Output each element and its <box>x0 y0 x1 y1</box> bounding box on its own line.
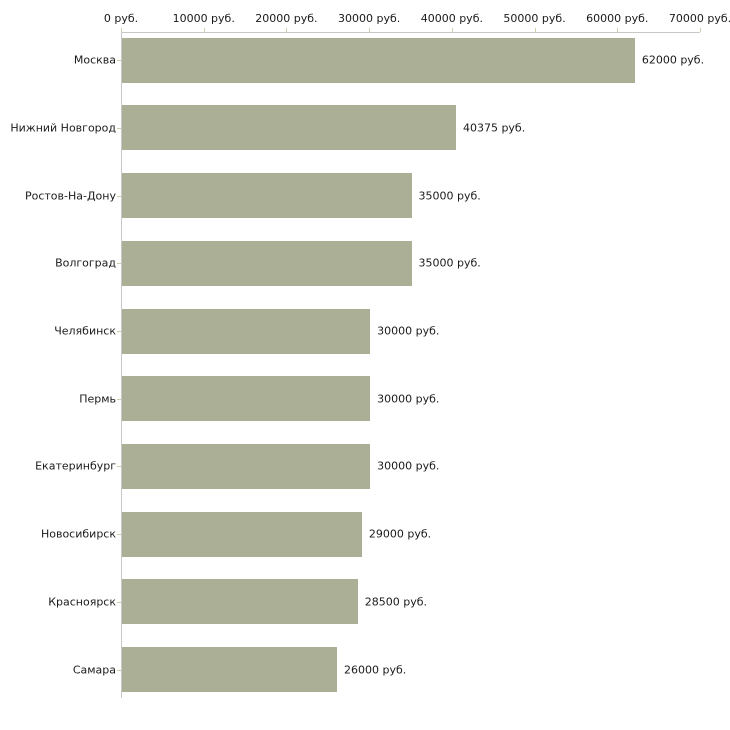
y-axis-tick <box>117 669 121 671</box>
y-axis-tick <box>117 534 121 536</box>
x-axis-tick <box>617 28 619 32</box>
y-axis-tick <box>117 601 121 603</box>
y-axis-line <box>121 32 122 698</box>
value-label: 35000 руб. <box>418 189 481 203</box>
x-axis-tick-label: 60000 руб. <box>586 12 649 25</box>
x-axis-tick-label: 10000 руб. <box>172 12 235 25</box>
bar-8 <box>122 511 362 557</box>
bar-5 <box>122 308 371 354</box>
x-axis-tick <box>121 28 122 32</box>
value-label: 30000 руб. <box>377 324 440 338</box>
category-label: Екатеринбург <box>35 459 116 473</box>
value-label: 29000 руб. <box>368 527 432 541</box>
y-axis-tick <box>117 398 121 400</box>
value-label: 30000 руб. <box>377 459 440 473</box>
x-axis-tick <box>700 28 701 32</box>
category-label: Красноярск <box>48 595 116 609</box>
value-label: 30000 руб. <box>377 392 440 406</box>
bar-7 <box>122 443 371 489</box>
x-axis-tick <box>451 28 453 32</box>
x-axis-tick <box>369 28 371 32</box>
bar-6 <box>122 376 371 422</box>
category-label: Новосибирск <box>40 527 116 541</box>
category-label: Челябинск <box>54 324 116 338</box>
category-label: Волгоград <box>55 256 116 270</box>
y-axis-tick <box>117 263 121 265</box>
bar-3 <box>122 173 412 219</box>
bar-1 <box>122 37 635 83</box>
value-label: 28500 руб. <box>364 595 427 609</box>
y-axis-tick <box>117 127 121 129</box>
y-axis-tick <box>117 60 121 62</box>
bar-2 <box>122 105 456 151</box>
x-axis-tick-label: 70000 руб. <box>668 12 730 25</box>
y-axis-tick <box>117 466 121 468</box>
x-axis-tick <box>286 28 288 32</box>
category-label: Нижний Новгород <box>10 121 116 135</box>
x-axis-tick <box>203 28 205 32</box>
category-label: Пермь <box>79 392 116 406</box>
value-label: 35000 руб. <box>418 256 481 270</box>
category-label: Москва <box>73 53 116 67</box>
x-axis-tick-label: 20000 руб. <box>255 12 318 25</box>
value-label: 62000 руб. <box>641 53 705 67</box>
x-axis-line <box>121 32 700 33</box>
x-axis-tick-label: 0 руб. <box>103 12 139 25</box>
category-label: Ростов-На-Дону <box>24 189 116 203</box>
category-label: Самара <box>72 663 116 676</box>
x-axis-tick <box>534 28 536 32</box>
value-label: 40375 руб. <box>462 121 526 135</box>
x-axis-tick-label: 50000 руб. <box>503 12 566 25</box>
y-axis-tick <box>117 195 121 197</box>
x-axis-tick-label: 40000 руб. <box>420 12 483 25</box>
bar-9 <box>122 579 358 625</box>
x-axis-tick-label: 30000 руб. <box>338 12 401 25</box>
y-axis-tick <box>117 331 121 332</box>
value-label: 26000 руб. <box>344 663 407 676</box>
bar-10 <box>122 647 338 692</box>
bar-4 <box>122 240 412 286</box>
